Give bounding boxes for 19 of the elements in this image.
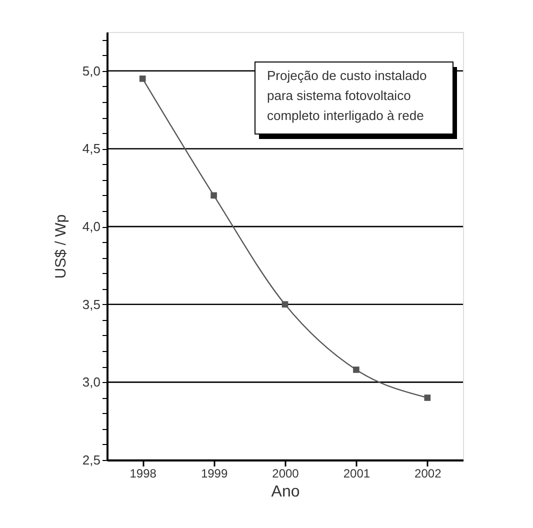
y-tick-label: 3,0 — [82, 374, 100, 390]
x-axis-title: Ano — [271, 484, 300, 500]
x-tick-label: 1999 — [200, 466, 228, 480]
y-tick-label: 5,0 — [82, 63, 100, 78]
point — [353, 366, 360, 373]
y-tick-label: 4,5 — [82, 141, 100, 156]
point — [282, 301, 288, 308]
y-tick-label: 3,5 — [82, 296, 100, 312]
x-tick-label: 1998 — [130, 466, 157, 480]
x-tick-label: 2001 — [343, 466, 370, 480]
point — [424, 394, 431, 401]
x-tick-label: 2002 — [414, 466, 442, 480]
point — [210, 192, 217, 199]
y-tick-label: 2,5 — [82, 452, 100, 468]
x-tick-label: 2000 — [272, 466, 300, 480]
y-axis-title: US$ / Wp — [52, 214, 70, 279]
point — [139, 76, 146, 82]
y-tick-label: 4,0 — [82, 219, 100, 234]
annotation: Projeção de custo instalado para sistema fotovoltaico completo interligado à rede — [267, 68, 427, 123]
